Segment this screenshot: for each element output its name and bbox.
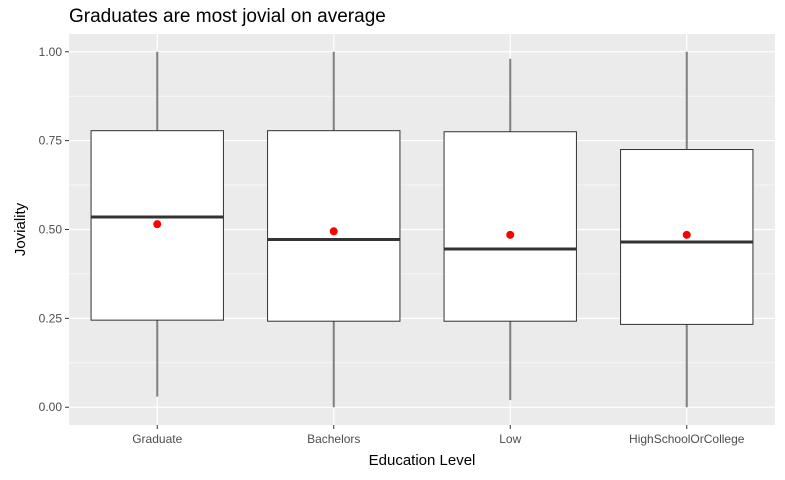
- boxes: [90, 51, 754, 408]
- mean-point: [329, 227, 338, 236]
- y-tick-label: 0.50: [39, 223, 63, 237]
- x-tick-label: Graduate: [132, 432, 182, 446]
- y-tick-label: 0.00: [39, 400, 63, 414]
- y-tick-label: 0.25: [39, 311, 63, 325]
- box-iqr: [443, 131, 577, 322]
- chart-title: Graduates are most jovial on average: [69, 6, 386, 27]
- box-bachelors: [267, 51, 401, 408]
- y-axis-label: Joviality: [12, 202, 29, 256]
- x-tick-label: Low: [499, 432, 521, 446]
- box-highschoolorcollege: [620, 51, 754, 408]
- x-axis-ticks: Graduate Bachelors Low HighSchoolOrCollege: [132, 425, 745, 446]
- mean-point: [506, 230, 515, 239]
- box-graduate: [90, 51, 224, 397]
- y-tick-label: 0.75: [39, 134, 63, 148]
- y-axis-ticks: 0.00 0.25 0.50 0.75 1.00: [39, 45, 69, 414]
- mean-point: [153, 220, 162, 229]
- y-tick-label: 1.00: [39, 45, 63, 59]
- x-tick-label: Bachelors: [307, 432, 360, 446]
- x-tick-label: HighSchoolOrCollege: [629, 432, 745, 446]
- mean-point: [682, 230, 691, 239]
- x-axis-label: Education Level: [369, 452, 476, 469]
- box-iqr: [267, 130, 401, 322]
- box-low: [443, 58, 577, 401]
